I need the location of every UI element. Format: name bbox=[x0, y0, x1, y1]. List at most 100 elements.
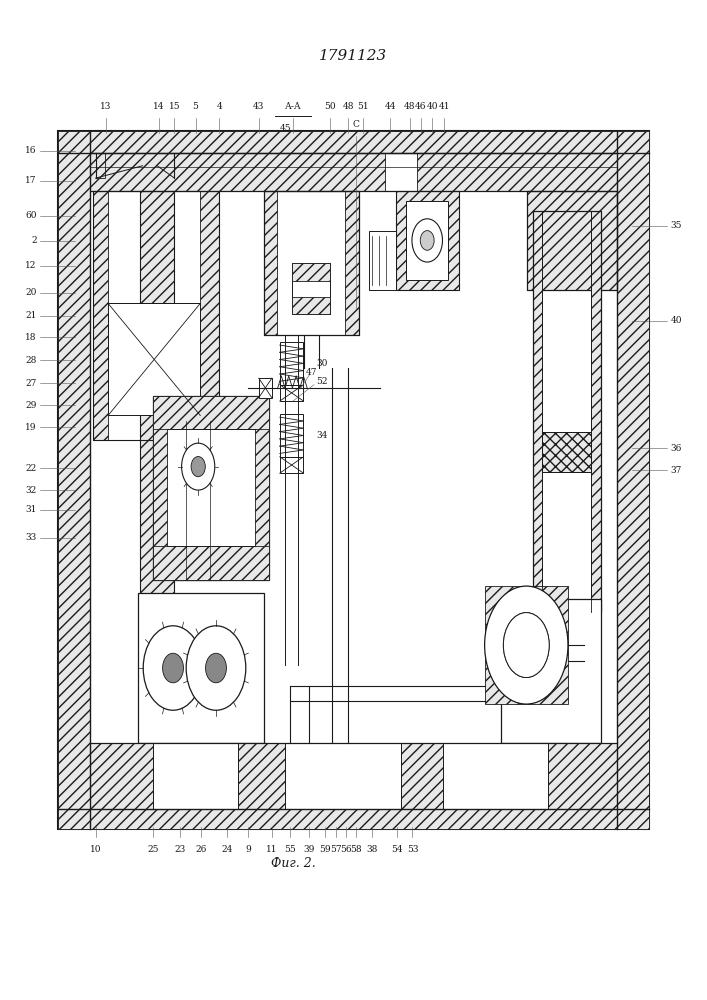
Bar bbox=[153, 396, 168, 580]
Text: 31: 31 bbox=[25, 505, 37, 514]
Bar bbox=[542, 432, 591, 472]
Text: 19: 19 bbox=[25, 423, 37, 432]
Text: 46: 46 bbox=[415, 102, 426, 111]
Circle shape bbox=[420, 231, 434, 250]
Bar bbox=[591, 211, 601, 612]
Text: 10: 10 bbox=[90, 845, 101, 854]
Text: 24: 24 bbox=[221, 845, 233, 854]
Text: 58: 58 bbox=[351, 845, 362, 854]
Text: 37: 37 bbox=[670, 466, 682, 475]
Text: 44: 44 bbox=[385, 102, 396, 111]
Bar bbox=[532, 211, 601, 612]
Text: 40: 40 bbox=[427, 102, 438, 111]
Text: 35: 35 bbox=[670, 221, 682, 230]
Bar bbox=[369, 231, 396, 290]
Text: 25: 25 bbox=[148, 845, 159, 854]
Bar bbox=[617, 131, 649, 829]
Text: 52: 52 bbox=[317, 377, 328, 386]
Bar bbox=[285, 743, 401, 809]
Text: 4: 4 bbox=[216, 102, 222, 111]
Bar bbox=[140, 191, 175, 809]
Circle shape bbox=[503, 613, 549, 678]
Text: 40: 40 bbox=[670, 316, 682, 325]
Bar bbox=[58, 131, 649, 829]
Bar bbox=[153, 396, 269, 580]
Bar bbox=[58, 131, 649, 153]
Text: 16: 16 bbox=[25, 146, 37, 155]
Text: С: С bbox=[353, 120, 360, 129]
Bar bbox=[501, 599, 601, 743]
Text: 11: 11 bbox=[266, 845, 278, 854]
Text: Фиг. 2.: Фиг. 2. bbox=[271, 857, 316, 870]
Text: 39: 39 bbox=[303, 845, 315, 854]
Text: 29: 29 bbox=[25, 401, 37, 410]
Bar bbox=[200, 191, 219, 440]
Bar bbox=[95, 153, 105, 178]
Text: 17: 17 bbox=[25, 176, 37, 185]
Circle shape bbox=[484, 586, 568, 704]
Bar bbox=[140, 191, 175, 809]
Bar bbox=[396, 191, 459, 290]
Bar bbox=[280, 385, 303, 401]
Text: 27: 27 bbox=[25, 379, 37, 388]
Bar bbox=[153, 396, 269, 429]
Bar bbox=[542, 432, 591, 472]
Text: 51: 51 bbox=[357, 102, 369, 111]
Bar bbox=[443, 743, 549, 809]
Text: 47: 47 bbox=[305, 368, 317, 377]
Text: 36: 36 bbox=[670, 444, 682, 453]
Bar bbox=[93, 191, 219, 440]
Text: 41: 41 bbox=[438, 102, 450, 111]
Circle shape bbox=[163, 653, 183, 683]
Bar bbox=[259, 378, 272, 398]
Text: 21: 21 bbox=[25, 311, 37, 320]
Text: 22: 22 bbox=[25, 464, 37, 473]
Text: 14: 14 bbox=[153, 102, 165, 111]
Text: 18: 18 bbox=[25, 333, 37, 342]
Bar bbox=[280, 457, 303, 473]
Bar bbox=[527, 191, 617, 290]
Text: 2: 2 bbox=[31, 236, 37, 245]
Bar bbox=[396, 191, 459, 290]
Text: 13: 13 bbox=[100, 102, 112, 111]
Bar bbox=[156, 411, 241, 434]
Bar bbox=[406, 201, 448, 280]
Bar bbox=[501, 599, 514, 743]
Bar bbox=[293, 297, 330, 314]
Text: А-А: А-А bbox=[285, 102, 301, 111]
Text: 54: 54 bbox=[391, 845, 402, 854]
Text: 9: 9 bbox=[245, 845, 251, 854]
Bar bbox=[58, 131, 90, 829]
Bar bbox=[255, 396, 269, 580]
Text: 53: 53 bbox=[407, 845, 419, 854]
Bar bbox=[58, 809, 649, 829]
Bar bbox=[153, 743, 238, 809]
Bar bbox=[175, 421, 187, 580]
Text: 1791123: 1791123 bbox=[320, 49, 387, 63]
Bar bbox=[138, 593, 264, 743]
Bar bbox=[264, 191, 277, 335]
Text: 60: 60 bbox=[25, 211, 37, 220]
Bar bbox=[527, 191, 617, 290]
Text: 59: 59 bbox=[319, 845, 330, 854]
Bar bbox=[108, 303, 200, 415]
Text: 57: 57 bbox=[330, 845, 342, 854]
Text: 33: 33 bbox=[25, 533, 37, 542]
Bar bbox=[280, 342, 303, 385]
Text: 26: 26 bbox=[195, 845, 206, 854]
Text: 43: 43 bbox=[253, 102, 264, 111]
Circle shape bbox=[412, 219, 443, 262]
Bar bbox=[90, 743, 617, 809]
Circle shape bbox=[503, 613, 549, 678]
Bar bbox=[293, 263, 330, 314]
Bar bbox=[153, 546, 269, 580]
Text: 48: 48 bbox=[342, 102, 354, 111]
Text: 32: 32 bbox=[25, 486, 37, 495]
Text: 50: 50 bbox=[324, 102, 336, 111]
Text: 48: 48 bbox=[404, 102, 416, 111]
Text: 20: 20 bbox=[25, 288, 37, 297]
Text: 12: 12 bbox=[25, 261, 37, 270]
Text: 55: 55 bbox=[284, 845, 296, 854]
Bar bbox=[93, 191, 108, 440]
Text: 5: 5 bbox=[192, 102, 199, 111]
